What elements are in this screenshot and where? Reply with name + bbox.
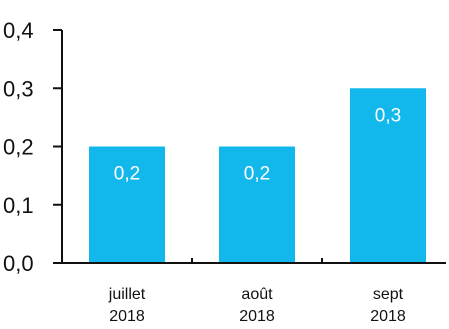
x-axis [53,258,446,264]
y-tick-label: 0,3 [3,76,34,101]
bar [350,88,426,262]
y-tick-label: 0,4 [3,18,34,43]
bar [89,146,165,262]
x-tick-label: 2018 [239,308,275,325]
y-tick-label: 0,1 [3,193,34,218]
bar-data-label: 0,2 [244,164,270,185]
bar-data-label: 0,2 [114,164,140,185]
bar-data-label: 0,3 [375,105,401,126]
x-tick-label: août [241,286,273,303]
bars [89,88,426,262]
data-labels: 0,2 0,2 0,3 [114,105,401,184]
x-tick-label: 2018 [109,308,145,325]
y-tick-label: 0,2 [3,135,34,160]
x-tick-label: 2018 [370,308,406,325]
x-tick-label: sept [373,286,404,303]
x-tick-label: juillet [108,286,146,303]
bar [219,146,295,262]
y-tick-label: 0,0 [3,251,34,276]
y-axis: 0,0 0,1 0,2 0,3 0,4 [3,18,63,276]
x-tick-labels: juillet 2018 août 2018 sept 2018 [108,286,406,325]
